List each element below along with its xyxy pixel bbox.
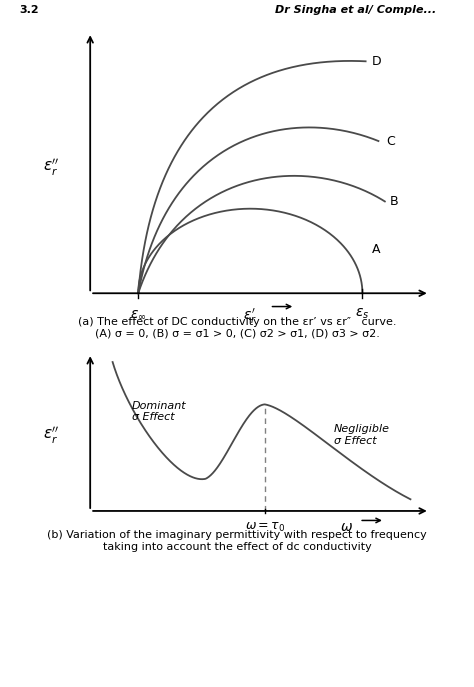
Text: B: B: [390, 195, 398, 208]
Text: $\varepsilon_r^{\prime\prime}$: $\varepsilon_r^{\prime\prime}$: [44, 425, 60, 446]
Text: Dr Singha et al/ Comple...: Dr Singha et al/ Comple...: [275, 5, 436, 15]
Text: $\varepsilon_{\infty}$: $\varepsilon_{\infty}$: [130, 306, 146, 321]
Text: Dominant
σ Effect: Dominant σ Effect: [132, 401, 186, 423]
Text: $\omega$: $\omega$: [340, 521, 353, 534]
Text: $\varepsilon_{r}'$: $\varepsilon_{r}'$: [243, 306, 257, 326]
Text: 3.2: 3.2: [19, 5, 38, 15]
Text: $\omega = \tau_0$: $\omega = \tau_0$: [245, 521, 285, 534]
Text: A: A: [372, 243, 381, 256]
Text: D: D: [372, 55, 382, 68]
Text: Negligible
σ Effect: Negligible σ Effect: [334, 425, 390, 446]
Text: $\varepsilon_r^{\prime\prime}$: $\varepsilon_r^{\prime\prime}$: [44, 157, 60, 178]
Text: $\varepsilon_{s}$: $\varepsilon_{s}$: [355, 306, 370, 321]
Text: C: C: [386, 135, 395, 148]
Text: (b) Variation of the imaginary permittivity with respect to frequency
taking int: (b) Variation of the imaginary permittiv…: [47, 530, 427, 552]
Text: (a) The effect of DC conductivity on the εr’ vs εr″   curve.
(A) σ = 0, (B) σ = : (a) The effect of DC conductivity on the…: [78, 317, 396, 339]
